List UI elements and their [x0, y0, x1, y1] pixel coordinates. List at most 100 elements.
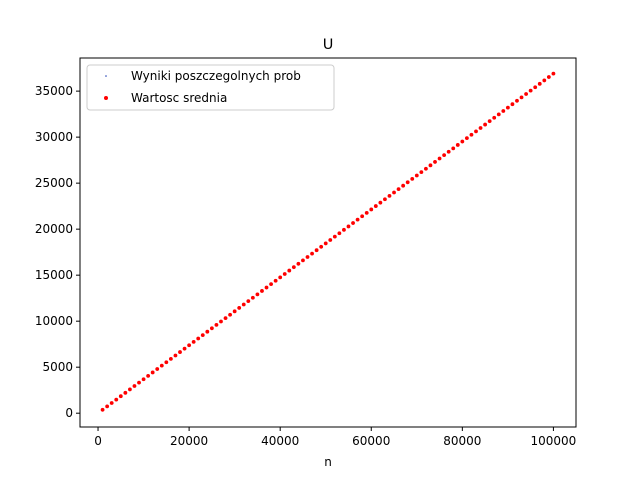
- mean-value-point: [501, 109, 506, 113]
- chart-title: U: [323, 37, 334, 53]
- mean-value-point: [405, 180, 410, 185]
- mean-value-point: [546, 75, 551, 79]
- mean-value-point: [269, 282, 273, 287]
- mean-value-point: [419, 170, 424, 175]
- mean-value-point: [342, 227, 346, 232]
- mean-value-point: [282, 272, 287, 276]
- mean-value-point: [510, 102, 515, 107]
- x-tick-label: 80000: [443, 434, 481, 448]
- mean-value-point: [305, 255, 310, 259]
- mean-value-point: [209, 326, 214, 331]
- mean-value-point: [118, 394, 123, 399]
- mean-value-point: [150, 370, 155, 375]
- mean-value-point: [360, 214, 365, 219]
- mean-value-point: [182, 346, 187, 351]
- y-axis-ticks: 0 5000 10000 15000 20000 25000 30000 35000: [35, 84, 80, 420]
- mean-value-point: [505, 105, 510, 110]
- mean-value-point: [296, 261, 301, 266]
- mean-value-point: [264, 285, 269, 290]
- mean-value-point: [369, 207, 374, 212]
- y-tick-label: 25000: [35, 176, 73, 190]
- y-tick-label: 10000: [35, 314, 73, 328]
- mean-value-point: [337, 231, 342, 236]
- mean-value-point: [515, 98, 519, 103]
- mean-value-point: [451, 146, 456, 151]
- mean-value-point: [255, 292, 260, 297]
- mean-value-point: [100, 407, 105, 412]
- mean-value-point: [387, 193, 392, 198]
- mean-value-point: [528, 88, 533, 93]
- y-tick-label: 5000: [42, 360, 73, 374]
- x-tick-label: 100000: [531, 434, 577, 448]
- y-tick-label: 30000: [35, 130, 73, 144]
- mean-value-point: [114, 397, 119, 402]
- mean-value-point: [410, 177, 415, 181]
- mean-value-point: [460, 139, 465, 144]
- mean-value-point: [551, 71, 556, 76]
- x-axis-ticks: 0 20000 40000 60000 80000 100000: [94, 427, 576, 448]
- mean-value-point: [433, 160, 437, 164]
- mean-value-point: [442, 153, 447, 158]
- mean-value-point: [291, 265, 296, 270]
- mean-value-point: [537, 81, 542, 86]
- mean-value-point: [287, 268, 292, 273]
- mean-value-point: [241, 302, 246, 307]
- mean-value-point: [173, 353, 178, 358]
- mean-value-point: [109, 401, 114, 405]
- y-tick-label: 35000: [35, 84, 73, 98]
- mean-value-point: [159, 363, 164, 368]
- mean-value-point: [487, 119, 492, 124]
- mean-value-point: [141, 377, 146, 382]
- plot-points: [100, 71, 556, 412]
- mean-value-point: [383, 197, 387, 202]
- mean-value-point: [483, 122, 488, 127]
- mean-value-point: [401, 183, 406, 188]
- mean-value-point: [437, 156, 442, 161]
- y-tick-label: 20000: [35, 222, 73, 236]
- mean-value-point: [364, 210, 369, 215]
- mean-value-point: [346, 224, 351, 229]
- legend-label-trials: Wyniki poszczegolnych prob: [131, 69, 301, 83]
- mean-value-point: [214, 323, 219, 327]
- mean-value-point: [332, 234, 337, 239]
- mean-value-point: [519, 95, 524, 100]
- mean-value-point: [219, 319, 223, 324]
- mean-value-point: [132, 384, 137, 388]
- mean-value-point: [478, 126, 483, 130]
- mean-value-point: [196, 336, 201, 341]
- x-axis-label: n: [324, 455, 332, 469]
- mean-value-point: [524, 92, 528, 96]
- y-tick-label: 0: [65, 406, 73, 420]
- mean-value-point: [237, 306, 242, 310]
- mean-value-point: [191, 339, 196, 344]
- mean-value-point: [178, 350, 182, 354]
- mean-value-point: [260, 289, 264, 293]
- mean-value-point: [164, 360, 169, 365]
- mean-value-point: [542, 78, 547, 83]
- mean-value-point: [492, 115, 497, 120]
- legend-frame: [86, 64, 335, 111]
- mean-value-point: [168, 356, 173, 361]
- mean-value-point: [464, 136, 469, 141]
- mean-value-point: [469, 132, 474, 137]
- y-tick-label: 15000: [35, 268, 73, 282]
- legend: Wyniki poszczegolnych prob Wartosc sredn…: [86, 64, 335, 111]
- mean-value-point: [319, 244, 324, 249]
- mean-value-point: [328, 238, 333, 242]
- mean-value-point: [392, 190, 396, 195]
- mean-value-point: [455, 143, 460, 147]
- mean-value-point: [273, 278, 278, 283]
- mean-value-point: [232, 309, 237, 314]
- mean-value-point: [146, 373, 151, 378]
- mean-value-point: [128, 387, 132, 392]
- mean-value-point: [446, 149, 451, 154]
- mean-value-point: [278, 275, 283, 280]
- mean-value-point: [223, 316, 228, 321]
- mean-value-point: [428, 163, 433, 168]
- mean-value-point: [205, 329, 210, 334]
- mean-value-point: [351, 221, 355, 225]
- mean-value-point: [323, 241, 328, 246]
- mean-value-point: [414, 173, 419, 178]
- mean-value-point: [373, 204, 378, 208]
